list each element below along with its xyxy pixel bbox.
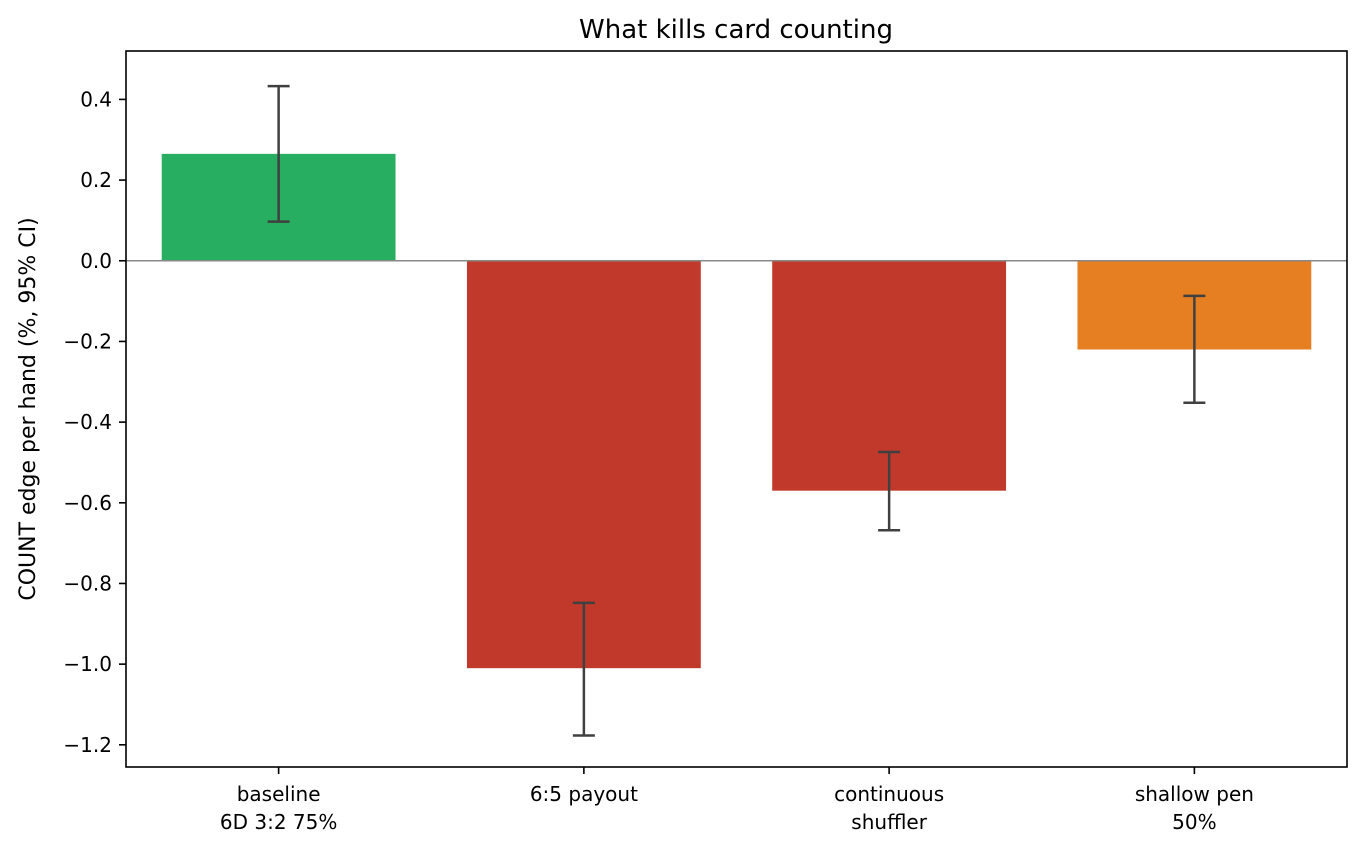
x-tick-label: 6:5 payout <box>530 782 638 806</box>
y-tick-label: 0.2 <box>80 168 112 192</box>
axes-frame <box>125 50 1348 768</box>
y-axis-title: COUNT edge per hand (%, 95% CI) <box>16 217 41 600</box>
x-tick-label: continuous <box>834 782 944 806</box>
x-tick-label: shuffler <box>851 810 927 834</box>
y-tick-label: −0.8 <box>63 571 112 595</box>
plot-area: 0.4 0.2 0.0 −0.2 −0.4 −0.6 −0.8 −1.0 −1.2 baselin… <box>63 50 1348 834</box>
y-tick-label: −0.4 <box>63 410 112 434</box>
chart-title: What kills card counting <box>579 15 893 45</box>
x-tick-label: 6D 3:2 75% <box>220 810 337 834</box>
x-tick-label: 50% <box>1172 810 1216 834</box>
y-tick-label: −1.2 <box>63 733 112 757</box>
x-tick-label: shallow pen <box>1135 782 1254 806</box>
y-tick-label: 0.4 <box>80 87 112 111</box>
y-tick-label: −0.2 <box>63 329 112 353</box>
bar <box>466 260 701 669</box>
x-tick-label: baseline <box>237 782 321 806</box>
y-tick-label: −1.0 <box>63 652 112 676</box>
y-tick-label: −0.6 <box>63 491 112 515</box>
y-tick-label: 0.0 <box>80 249 112 273</box>
